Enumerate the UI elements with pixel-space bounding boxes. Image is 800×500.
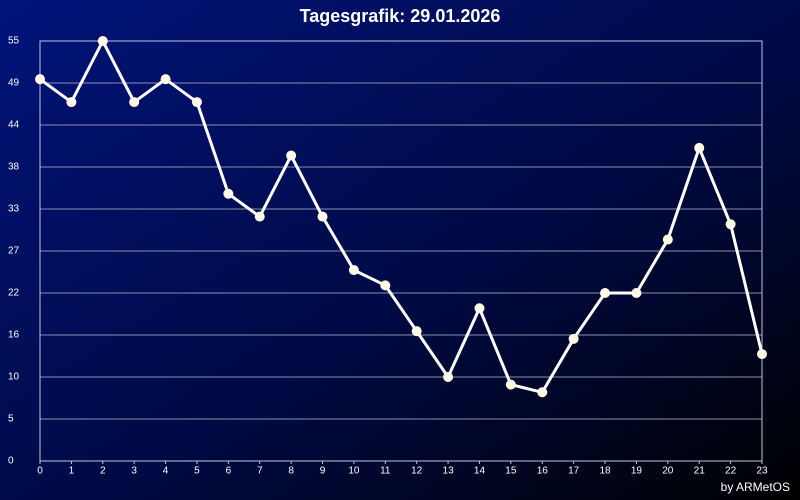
point: [568, 333, 579, 344]
y-tick-label: 27: [8, 246, 20, 257]
x-tick-label: 20: [662, 466, 674, 477]
y-tick-label: 16: [8, 330, 20, 341]
point: [66, 97, 77, 108]
y-tick-label: 10: [8, 372, 20, 383]
x-tick-label: 17: [568, 466, 580, 477]
point: [380, 280, 391, 291]
point: [129, 97, 140, 108]
x-tick-label: 13: [443, 466, 455, 477]
point: [505, 379, 516, 390]
x-tick-label: 23: [756, 466, 768, 477]
point: [411, 326, 422, 337]
chart-title: Tagesgrafik: 29.01.2026: [300, 6, 501, 26]
y-tick-label: 0: [8, 456, 14, 467]
y-tick-label: 22: [8, 288, 20, 299]
point: [35, 74, 45, 85]
y-tick-label: 55: [8, 36, 20, 47]
point: [631, 288, 642, 298]
point: [443, 372, 454, 382]
x-tick-label: 11: [380, 466, 391, 477]
x-tick-label: 7: [257, 466, 263, 477]
x-tick-label: 10: [348, 466, 360, 477]
point: [160, 74, 171, 85]
x-tick-label: 18: [599, 466, 611, 477]
point: [662, 234, 673, 245]
point: [474, 303, 485, 314]
y-tick-label: 44: [8, 120, 20, 131]
x-tick-label: 16: [537, 466, 549, 477]
point: [97, 36, 108, 46]
point: [286, 150, 297, 161]
plot-frame: [39, 40, 763, 462]
point: [725, 219, 736, 230]
line: [39, 39, 764, 394]
point: [348, 265, 359, 276]
x-tick-label: 8: [288, 466, 294, 477]
x-tick-label: 19: [631, 466, 643, 477]
x-tick-label: 15: [505, 466, 517, 477]
y-tick-label: 33: [8, 204, 20, 215]
y-tick-label: 38: [8, 162, 20, 173]
point: [317, 211, 328, 222]
y-tick-label: 49: [8, 78, 20, 89]
x-tick-label: 6: [226, 466, 232, 477]
x-tick-label: 9: [320, 466, 326, 477]
point: [600, 288, 611, 298]
x-tick-label: 2: [100, 466, 106, 477]
point: [223, 188, 234, 199]
x-tick-label: 1: [69, 466, 75, 477]
point: [191, 97, 202, 108]
point: [694, 142, 705, 153]
credit: by ARMetOS: [721, 480, 790, 494]
x-tick-label: 0: [37, 466, 43, 477]
point: [254, 211, 265, 222]
x-tick-label: 5: [194, 466, 200, 477]
y-tick-label: 5: [8, 414, 14, 425]
x-tick-label: 3: [131, 466, 137, 477]
x-tick-label: 14: [474, 466, 486, 477]
x-tick-label: 4: [163, 466, 169, 477]
point: [757, 349, 767, 360]
x-tick-label: 12: [411, 466, 423, 477]
x-tick-label: 21: [694, 466, 706, 477]
x-tick-label: 22: [725, 466, 737, 477]
point: [537, 387, 548, 398]
